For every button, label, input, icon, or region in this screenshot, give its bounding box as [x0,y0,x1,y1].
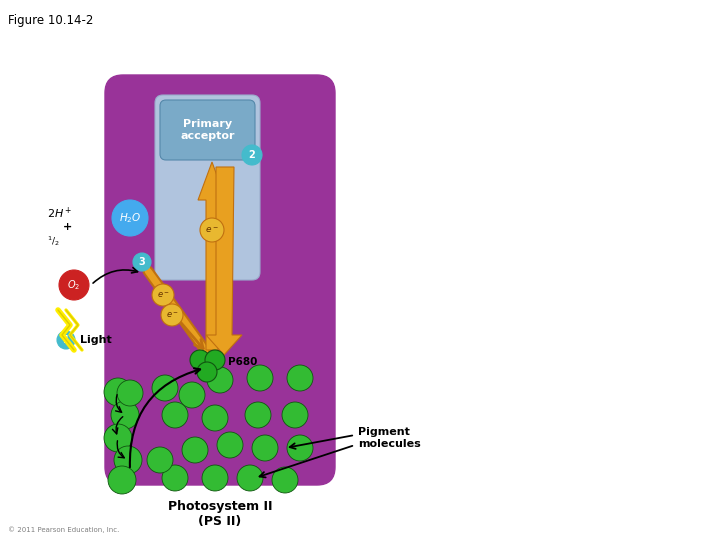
Circle shape [112,200,148,236]
Text: Pigment
molecules: Pigment molecules [358,427,420,449]
Circle shape [247,365,273,391]
Circle shape [287,435,313,461]
Polygon shape [206,167,242,355]
Text: $e^-$: $e^-$ [205,225,219,235]
Text: 1: 1 [63,335,69,345]
Circle shape [114,446,142,474]
Circle shape [207,367,233,393]
Circle shape [162,465,188,491]
FancyBboxPatch shape [105,75,335,485]
Circle shape [108,466,136,494]
Circle shape [59,270,89,300]
Circle shape [147,447,173,473]
FancyBboxPatch shape [160,100,255,160]
Text: 2: 2 [248,150,256,160]
Circle shape [272,467,298,493]
Text: $H_2O$: $H_2O$ [119,211,141,225]
Circle shape [245,402,271,428]
Circle shape [252,435,278,461]
Circle shape [179,382,205,408]
Polygon shape [198,162,226,350]
Text: © 2011 Pearson Education, Inc.: © 2011 Pearson Education, Inc. [8,526,120,533]
Circle shape [205,350,225,370]
Circle shape [202,405,228,431]
Circle shape [190,350,210,370]
Circle shape [111,401,139,429]
Circle shape [161,304,183,326]
Circle shape [117,380,143,406]
Circle shape [282,402,308,428]
Circle shape [242,145,262,165]
Text: Figure 10.14-2: Figure 10.14-2 [8,14,94,27]
Circle shape [133,253,151,271]
Circle shape [162,402,188,428]
Text: $^1/_2$: $^1/_2$ [47,234,60,248]
Text: +: + [63,222,72,232]
Text: $e^-$: $e^-$ [156,290,169,300]
Circle shape [237,465,263,491]
Circle shape [287,365,313,391]
Text: P680: P680 [228,357,257,367]
Circle shape [200,218,224,242]
Text: $e^-$: $e^-$ [166,310,179,320]
Circle shape [197,362,217,382]
Text: $2H^+$: $2H^+$ [47,205,72,221]
Circle shape [104,378,132,406]
FancyBboxPatch shape [155,95,260,280]
Circle shape [104,424,132,452]
Text: $O_2$: $O_2$ [68,278,81,292]
Circle shape [57,331,75,349]
Circle shape [217,432,243,458]
Text: Light: Light [80,335,112,345]
Circle shape [152,375,178,401]
Text: Photosystem II
(PS II): Photosystem II (PS II) [168,500,272,528]
Text: 3: 3 [139,257,145,267]
Text: Primary
acceptor: Primary acceptor [180,119,235,141]
Circle shape [182,437,208,463]
Circle shape [202,465,228,491]
Circle shape [152,284,174,306]
